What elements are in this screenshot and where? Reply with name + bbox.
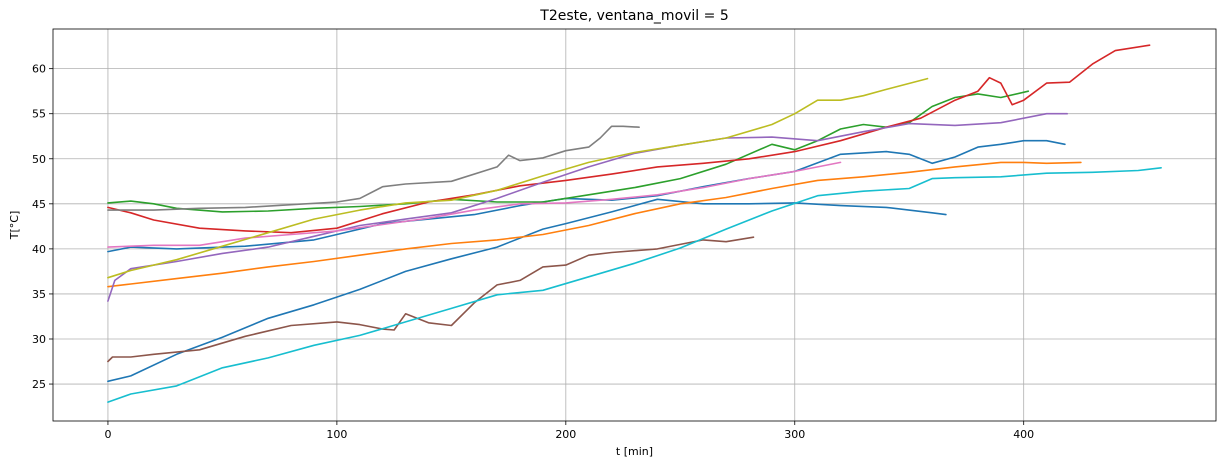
y-tick-label: 50 <box>32 153 46 166</box>
series-line-5 <box>107 44 1151 234</box>
series-line-10 <box>107 77 929 279</box>
x-axis-label: t [min] <box>616 445 653 458</box>
y-tick-label: 35 <box>32 288 46 301</box>
y-tick-label: 60 <box>32 63 46 76</box>
series-line-7 <box>107 236 755 363</box>
x-tick-label: 100 <box>326 428 347 441</box>
y-tick-label: 45 <box>32 198 46 211</box>
y-tick-label: 55 <box>32 108 46 121</box>
series-line-4 <box>107 90 1030 213</box>
series-line-1 <box>107 198 947 383</box>
grid-layer <box>53 29 1216 421</box>
series-line-11 <box>107 167 1162 403</box>
series-line-3 <box>107 161 1082 288</box>
x-tick-label: 200 <box>555 428 576 441</box>
x-tick-label: 300 <box>784 428 805 441</box>
y-axis-label: T[°C] <box>8 211 21 240</box>
series-line-2 <box>107 139 1066 253</box>
plot-frame <box>52 28 1217 422</box>
x-tick-label: 0 <box>104 428 111 441</box>
tick-layer: 0 100 200 300 400 25 30 35 40 45 50 55 60 <box>32 63 1034 441</box>
y-tick-label: 40 <box>32 243 46 256</box>
y-tick-label: 25 <box>32 378 46 391</box>
series-line-8 <box>107 161 842 248</box>
series-line-9 <box>107 125 640 211</box>
y-tick-label: 30 <box>32 333 46 346</box>
series-layer <box>107 44 1162 403</box>
series-line-6 <box>107 112 1068 302</box>
chart-title: T2este, ventana_movil = 5 <box>539 8 728 24</box>
x-tick-label: 400 <box>1013 428 1034 441</box>
